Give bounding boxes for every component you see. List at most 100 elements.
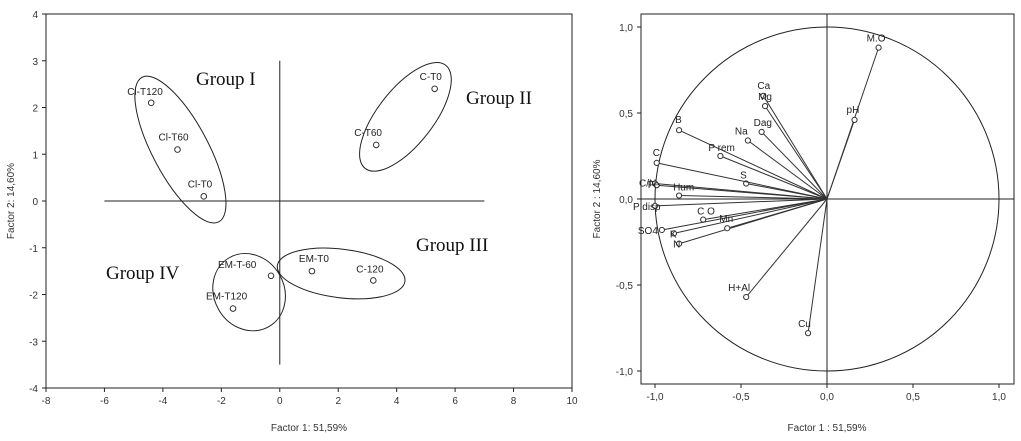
x-tick-label: -4: [158, 396, 167, 407]
score-point: [174, 146, 181, 153]
loading-vector-label: N: [673, 240, 680, 251]
loading-vector-point: [851, 116, 858, 123]
group-i-ellipse: [134, 75, 227, 224]
loading-vector-point: [743, 293, 750, 301]
score-point: [229, 305, 237, 312]
loading-vector-label: C/N: [639, 179, 656, 190]
x-tick-label: 6: [452, 396, 458, 407]
y-tick-label: -0,5: [616, 281, 634, 292]
group-ii-ellipse: [359, 62, 452, 172]
loading-vector-label: B: [675, 115, 682, 126]
loading-vector-label: Cu: [798, 319, 811, 330]
loading-vector-line: [727, 198, 828, 229]
loading-vector-line: [745, 198, 828, 298]
loading-vector-label: C O: [697, 207, 715, 218]
score-point-label: EM-T120: [206, 292, 248, 303]
loading-vector-line: [761, 131, 828, 200]
score-point: [431, 85, 438, 93]
loading-vector-label: Hum: [673, 183, 694, 194]
y-tick-label: 1: [32, 150, 38, 161]
y-tick-label: 0: [32, 197, 38, 208]
loading-vector-point: [761, 103, 769, 110]
y-tick-label: -2: [29, 291, 38, 302]
loading-vector-label: pH: [847, 105, 860, 116]
loading-vector-line: [679, 195, 828, 200]
x-tick-label: 0,0: [820, 392, 834, 403]
y-tick-label: -1: [29, 244, 38, 255]
x-tick-label: 1,0: [992, 392, 1006, 403]
scores-y-axis-label: Factor 2: 14,60%: [6, 163, 17, 239]
loading-vector-line: [720, 155, 828, 200]
loading-vector-line: [747, 140, 828, 200]
loading-vector-label: Mn: [719, 214, 733, 225]
loading-vector-point: [744, 137, 751, 144]
x-tick-label: 4: [394, 396, 400, 407]
scores-y-ticks: 4 3 2 1 0 -1 -2 -3 -4: [29, 10, 46, 395]
loading-vector-label: P disp: [633, 202, 661, 213]
loading-vector-point: [653, 159, 660, 166]
x-tick-label: 2: [335, 396, 341, 407]
loading-vector-point: [724, 225, 731, 232]
group-label-ii: Group II: [466, 88, 532, 109]
score-point-label: EM-T0: [299, 254, 329, 265]
loading-vector-point: [758, 128, 765, 136]
x-tick-label: 10: [566, 396, 578, 407]
loading-vector-label: Na: [735, 127, 748, 138]
score-point-label: C-T60: [354, 128, 382, 139]
x-tick-label: -8: [42, 396, 51, 407]
x-tick-label: 0,5: [906, 392, 920, 403]
x-tick-label: 0: [277, 396, 283, 407]
loading-vector-point: [875, 44, 882, 51]
y-tick-label: 0,0: [619, 195, 633, 206]
loading-vector-point: [675, 127, 683, 134]
loading-vector-line: [807, 198, 828, 334]
score-point: [308, 267, 316, 275]
loading-vector-line: [826, 119, 855, 200]
loading-vector-label: SO4: [638, 226, 658, 237]
scores-x-axis-label: Factor 1: 51,59%: [271, 423, 347, 434]
x-tick-label: 8: [511, 396, 517, 407]
loading-vector-point: [658, 226, 665, 234]
x-tick-label: -6: [100, 396, 109, 407]
score-point: [147, 99, 155, 107]
loading-vector-label: H+Al: [728, 283, 750, 294]
loading-vector-point: [675, 240, 683, 247]
scores-x-ticks: -8 -6 -4 -2 0 2 4 6 8 10: [42, 388, 578, 407]
loadings-y-ticks: 1,0 0,5 0,0 -0,5 -1,0: [616, 23, 641, 378]
loading-vector-label: Mg: [758, 92, 772, 103]
loading-vector-line: [764, 105, 828, 200]
loading-vector-label: M.O: [867, 34, 886, 45]
score-point-label: Cl-T60: [159, 133, 189, 144]
loadings-x-axis-label: Factor 1 : 51,59%: [788, 423, 867, 434]
score-point-label: Cl-T120: [127, 87, 163, 98]
y-tick-label: -3: [29, 337, 38, 348]
loading-vector-label: Ca: [757, 81, 770, 92]
y-tick-label: -1,0: [616, 367, 634, 378]
loading-vector-label: S: [740, 171, 747, 182]
scores-reference-lines: [104, 60, 485, 365]
loadings-y-axis-label: Factor 2 : 14,60%: [592, 159, 603, 238]
loading-vector-line: [661, 198, 828, 231]
loading-vector-point: [804, 330, 812, 337]
loading-vector-label: Fe: [648, 180, 660, 191]
group-iv-ellipse: [212, 253, 286, 332]
loading-vector-point: [675, 192, 683, 199]
loading-vector-line: [678, 129, 828, 200]
y-tick-label: 3: [32, 57, 38, 68]
x-tick-label: -1,0: [646, 392, 664, 403]
group-label-i: Group I: [196, 69, 256, 90]
y-tick-label: -4: [29, 384, 38, 395]
loading-vector-point: [760, 92, 767, 99]
score-point: [267, 272, 275, 280]
pca-scores-plot: Cl-T120 Cl-T60 Cl-T0 C-T0 C-T60 EM-T0 C-120 EM-…: [6, 10, 578, 434]
loading-vector-point: [651, 202, 659, 209]
y-tick-label: 1,0: [619, 23, 633, 34]
loading-vector-label: Dag: [754, 118, 772, 129]
score-point: [372, 141, 380, 149]
loading-vector-point: [670, 230, 678, 237]
loading-vector-line: [656, 184, 828, 200]
x-tick-label: -2: [217, 396, 226, 407]
